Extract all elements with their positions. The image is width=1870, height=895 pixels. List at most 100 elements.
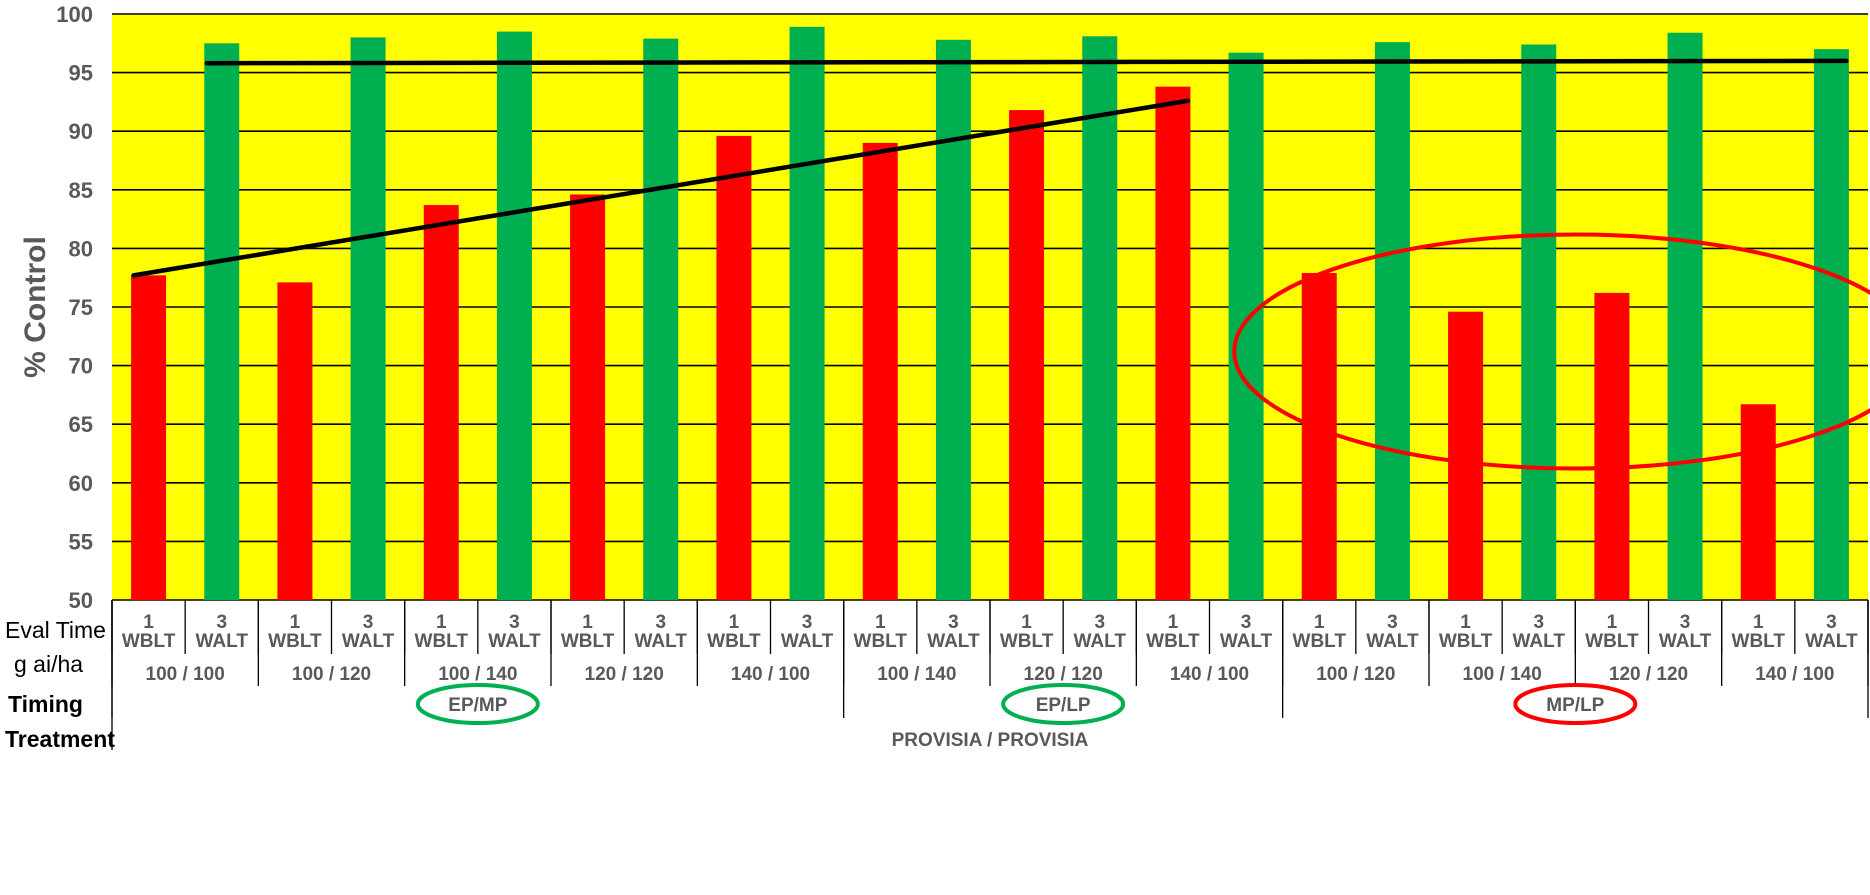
bar-walt bbox=[1813, 49, 1849, 601]
trend-line bbox=[131, 98, 1191, 278]
trend-line bbox=[204, 58, 1849, 66]
eval-time-unit: WBLT bbox=[268, 631, 322, 652]
bar-walt bbox=[496, 31, 532, 600]
rate-label: 120 / 120 bbox=[1609, 664, 1688, 685]
category-table: 1WBLT3WALT1WBLT3WALT1WBLT3WALT1WBLT3WALT… bbox=[111, 600, 1869, 750]
eval-time-number: 3 bbox=[509, 612, 520, 633]
timing-label: EP/MP bbox=[448, 695, 507, 716]
eval-time-unit: WALT bbox=[1366, 631, 1419, 652]
bar-walt bbox=[204, 43, 240, 601]
eval-time-unit: WBLT bbox=[561, 631, 615, 652]
eval-time-number: 1 bbox=[582, 612, 593, 633]
rate-label: 100 / 100 bbox=[146, 664, 225, 685]
eval-time-unit: WALT bbox=[1513, 631, 1566, 652]
bar-wblt bbox=[716, 135, 752, 600]
y-tick-label: 85 bbox=[69, 178, 93, 203]
eval-time-unit: WALT bbox=[781, 631, 834, 652]
eval-time-number: 1 bbox=[290, 612, 301, 633]
eval-time-number: 3 bbox=[1680, 612, 1691, 633]
bar-walt bbox=[1667, 32, 1703, 600]
rate-label: 100 / 120 bbox=[1316, 664, 1395, 685]
eval-time-unit: WBLT bbox=[707, 631, 761, 652]
bar-wblt bbox=[1301, 273, 1337, 600]
gridlines bbox=[112, 13, 1868, 601]
bar-walt bbox=[935, 39, 971, 601]
eval-time-unit: WBLT bbox=[122, 631, 176, 652]
bar-walt bbox=[1082, 36, 1118, 600]
bar-walt bbox=[350, 37, 386, 600]
eval-time-number: 3 bbox=[802, 612, 813, 633]
rate-label: 100 / 120 bbox=[292, 664, 371, 685]
timing-highlight-ellipse bbox=[1513, 683, 1638, 725]
y-tick-label: 65 bbox=[69, 412, 93, 437]
eval-time-unit: WBLT bbox=[1585, 631, 1639, 652]
rate-label: 140 / 100 bbox=[731, 664, 810, 685]
eval-time-number: 1 bbox=[1753, 612, 1764, 633]
eval-time-number: 3 bbox=[216, 612, 227, 633]
eval-time-number: 3 bbox=[363, 612, 374, 633]
eval-time-number: 1 bbox=[1021, 612, 1032, 633]
eval-time-unit: WALT bbox=[342, 631, 395, 652]
timing-label: EP/LP bbox=[1036, 695, 1091, 716]
bars bbox=[131, 26, 1849, 601]
trend-lines bbox=[131, 58, 1849, 278]
rate-label: 140 / 100 bbox=[1170, 664, 1249, 685]
bar-wblt bbox=[277, 282, 313, 600]
eval-time-number: 1 bbox=[1607, 612, 1618, 633]
bar-wblt bbox=[1009, 110, 1045, 600]
eval-time-number: 1 bbox=[1460, 612, 1471, 633]
eval-time-unit: WBLT bbox=[854, 631, 908, 652]
rate-label: 100 / 140 bbox=[438, 664, 517, 685]
eval-time-unit: WALT bbox=[196, 631, 249, 652]
eval-time-unit: WALT bbox=[1659, 631, 1712, 652]
eval-time-unit: WBLT bbox=[1293, 631, 1347, 652]
y-tick-label: 95 bbox=[69, 61, 93, 86]
bar-walt bbox=[1374, 42, 1410, 601]
y-tick-label: 70 bbox=[69, 354, 93, 379]
eval-time-number: 3 bbox=[1241, 612, 1252, 633]
rate-label: 120 / 120 bbox=[585, 664, 664, 685]
eval-time-number: 3 bbox=[1094, 612, 1105, 633]
eval-time-number: 1 bbox=[729, 612, 740, 633]
row-label-timing: Timing bbox=[8, 691, 83, 717]
bar-wblt bbox=[1740, 404, 1776, 600]
bar-wblt bbox=[1155, 86, 1191, 600]
y-tick-label: 75 bbox=[69, 295, 93, 320]
timing-highlight-ellipse bbox=[1001, 683, 1126, 725]
eval-time-unit: WALT bbox=[927, 631, 980, 652]
eval-time-number: 1 bbox=[436, 612, 447, 633]
eval-time-unit: WBLT bbox=[1000, 631, 1054, 652]
bar-wblt bbox=[131, 275, 167, 600]
eval-time-unit: WBLT bbox=[1732, 631, 1786, 652]
rate-label: 100 / 140 bbox=[1463, 664, 1542, 685]
eval-time-number: 3 bbox=[655, 612, 666, 633]
y-tick-label: 80 bbox=[69, 236, 93, 261]
timing-highlight-ellipse bbox=[415, 683, 540, 725]
eval-time-unit: WALT bbox=[1805, 631, 1858, 652]
bar-wblt bbox=[862, 142, 898, 601]
rate-label: 120 / 120 bbox=[1024, 664, 1103, 685]
bar-walt bbox=[1228, 52, 1264, 600]
row-label-treatment: Treatment bbox=[5, 726, 115, 752]
rate-label: 100 / 140 bbox=[877, 664, 956, 685]
bar-walt bbox=[1521, 44, 1557, 601]
timing-label: MP/LP bbox=[1546, 695, 1604, 716]
bar-wblt bbox=[570, 194, 606, 600]
bar-walt bbox=[789, 26, 825, 600]
highlight-ellipse bbox=[1232, 232, 1870, 471]
eval-time-number: 3 bbox=[948, 612, 959, 633]
bar-wblt bbox=[1594, 292, 1630, 600]
eval-time-unit: WBLT bbox=[1439, 631, 1493, 652]
eval-time-number: 1 bbox=[875, 612, 886, 633]
bar-wblt bbox=[1448, 311, 1484, 600]
treatment-label: PROVISIA / PROVISIA bbox=[892, 730, 1089, 751]
y-tick-label: 100 bbox=[56, 2, 93, 27]
y-tick-label: 60 bbox=[69, 471, 93, 496]
y-axis-label: % Control bbox=[19, 236, 52, 378]
row-label-rate: g ai/ha bbox=[14, 651, 83, 677]
row-label-eval-time: Eval Time bbox=[5, 617, 106, 643]
eval-time-unit: WALT bbox=[635, 631, 688, 652]
eval-time-number: 1 bbox=[143, 612, 154, 633]
y-tick-label: 90 bbox=[69, 119, 93, 144]
